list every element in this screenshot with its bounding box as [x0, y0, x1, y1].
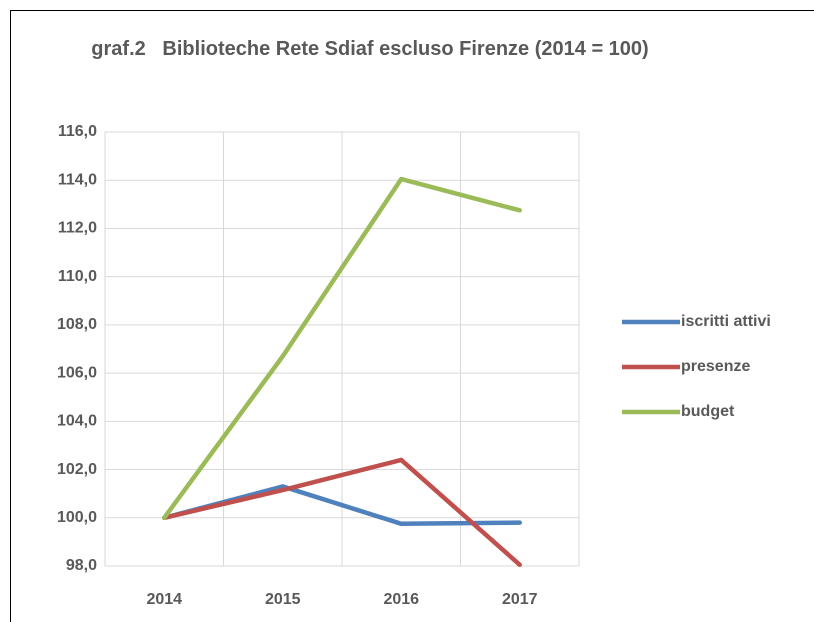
series-line: [162, 176, 522, 521]
legend-label: budget: [681, 403, 735, 420]
legend-label: iscritti attivi: [681, 313, 771, 330]
x-tick-label: 2016: [383, 591, 419, 608]
chart-frame: [10, 10, 814, 622]
y-tick-label: 104,0: [57, 413, 97, 430]
y-tick-label: 110,0: [58, 268, 97, 285]
series-line: [162, 457, 522, 568]
y-tick-label: 112,0: [58, 220, 97, 237]
y-tick-label: 116,0: [58, 123, 97, 140]
y-tick-label: 106,0: [57, 364, 97, 381]
chart-title: graf.2 Biblioteche Rete Sdiaf escluso Fi…: [91, 38, 649, 60]
y-tick-label: 100,0: [57, 509, 97, 526]
x-tick-label: 2017: [502, 591, 538, 608]
legend-label: presenze: [681, 358, 750, 375]
x-tick-label: 2014: [146, 591, 182, 608]
y-tick-label: 114,0: [58, 171, 97, 188]
y-tick-label: 108,0: [57, 316, 97, 333]
y-tick-label: 98,0: [66, 557, 97, 574]
y-tick-label: 102,0: [57, 461, 97, 478]
x-tick-label: 2015: [265, 591, 301, 608]
